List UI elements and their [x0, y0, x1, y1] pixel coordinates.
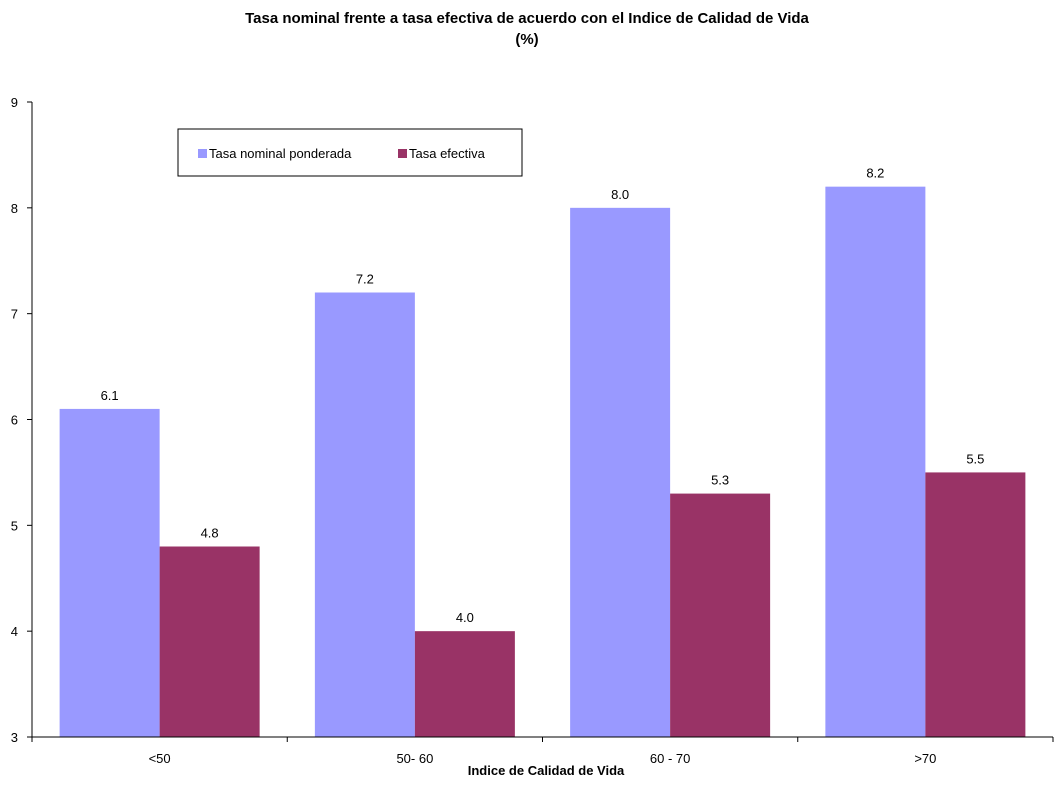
bar-nominal	[825, 186, 926, 737]
data-label: 7.2	[356, 272, 374, 287]
data-label: 5.3	[711, 473, 729, 488]
x-tick-label: <50	[149, 751, 171, 766]
legend-label: Tasa efectiva	[409, 146, 486, 161]
y-tick-label: 3	[11, 730, 18, 745]
data-label: 6.1	[101, 388, 119, 403]
y-tick-label: 4	[11, 624, 18, 639]
legend-box	[177, 128, 523, 177]
y-tick-label: 5	[11, 518, 18, 533]
chart-subtitle: (%)	[515, 31, 539, 48]
x-tick-label: >70	[914, 751, 936, 766]
bar-efectiva	[925, 472, 1026, 737]
x-tick-label: 50- 60	[396, 751, 433, 766]
y-tick-label: 6	[11, 413, 18, 428]
chart-title: Tasa nominal frente a tasa efectiva de a…	[245, 10, 809, 27]
legend-swatch	[198, 149, 207, 158]
data-label: 8.0	[611, 187, 629, 202]
x-tick-label: 60 - 70	[650, 751, 690, 766]
bar-efectiva	[670, 493, 771, 737]
legend-label: Tasa nominal ponderada	[209, 146, 352, 161]
y-tick-label: 7	[11, 307, 18, 322]
bars-group	[59, 186, 1026, 738]
bar-nominal	[314, 292, 415, 737]
bar-nominal	[59, 408, 160, 737]
y-tick-label: 8	[11, 201, 18, 216]
data-label: 5.5	[966, 451, 984, 466]
bar-efectiva	[159, 546, 260, 737]
legend: Tasa nominal ponderada Tasa efectiva	[177, 128, 523, 177]
y-tick-label: 9	[11, 95, 18, 110]
data-labels-group: 6.1 4.8 7.2 4.0 8.0 5.3 8.2 5.5	[101, 166, 985, 626]
legend-swatch	[398, 149, 407, 158]
data-label: 4.0	[456, 610, 474, 625]
x-axis-label: Indice de Calidad de Vida	[468, 763, 625, 778]
bar-efectiva	[414, 631, 515, 737]
axes-group: <50 50- 60 60 - 70 >70 3 4 5 6 7 8 9	[11, 95, 1054, 766]
bar-nominal	[570, 207, 671, 738]
data-label: 4.8	[201, 526, 219, 541]
data-label: 8.2	[866, 166, 884, 181]
